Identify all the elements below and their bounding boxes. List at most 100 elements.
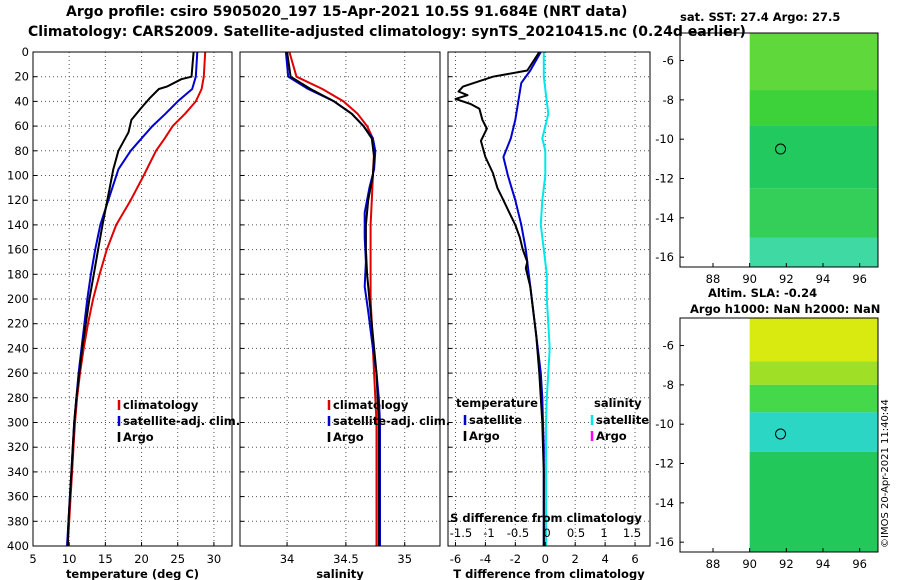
x-tick-label: 0 [542,552,549,566]
y-tick-label: 340 [7,465,29,479]
x-tick-label: 94 [816,272,831,286]
sla-map-subtitle: Argo h1000: NaN h2000: NaN [690,302,881,316]
heatmap-band [749,33,878,91]
figure-title-line1: Argo profile: csiro 5905020_197 15-Apr-2… [66,4,628,20]
y-tick-label: -12 [655,457,674,471]
x-tick-label: 34 [280,552,295,566]
legend-temp-argo-label: Argo [469,429,500,443]
series-line-temperature-satellite [502,51,545,546]
secondary-x-tick-label: 1 [600,526,607,540]
legend-argo-label: Argo [333,430,364,444]
series-line-salinity-satellite [539,52,551,546]
series-line-climatology [288,51,378,546]
series-line-temperature-argo [454,51,545,546]
x-tick-label: 20 [134,552,149,566]
x-tick-label: 88 [706,557,721,571]
x-tick-label: 92 [779,557,794,571]
secondary-x-tick-label: -0.5 [507,526,529,540]
y-tick-label: 200 [7,292,29,306]
y-tick-label: 20 [14,70,29,84]
y-tick-label: -16 [655,250,674,264]
y-tick-label: -8 [663,378,674,392]
difference-panel: -6 -4 -2 0 2 4 6T difference from climatology S… [447,51,651,580]
series-line-argo [286,51,380,546]
x-axis-label: T difference from climatology [453,567,645,580]
x-tick-label: 6 [631,552,638,566]
series-line-argo [66,51,195,547]
y-tick-label: 220 [7,317,29,331]
y-tick-label: 280 [7,391,29,405]
y-tick-label: -10 [655,132,674,146]
legend-climatology-label: climatology [123,398,199,412]
heatmap-band [749,384,878,413]
secondary-x-axis-label: S difference from climatology [450,511,642,525]
x-axis-label: salinity [316,567,364,580]
series-line-climatology [66,51,207,547]
sst-map: 88 90 92 94 96 -6 -8 -10 -12 -14 -16 [655,32,879,286]
legend-temperature-title: temperature [456,396,538,410]
x-tick-label: 30 [207,552,222,566]
x-tick-label: 96 [852,272,867,286]
y-tick-label: 60 [14,119,29,133]
y-tick-label: -16 [655,535,674,549]
legend-sal-argo-label: Argo [596,429,627,443]
sla-map: 88 90 92 94 96 -6 -8 -10 -12 -14 -16 [655,317,879,571]
map-frame [679,317,879,553]
heatmap-band [749,237,878,267]
y-tick-label: 140 [7,218,29,232]
x-tick-label: 35 [397,552,412,566]
y-tick-label: 40 [14,94,29,108]
legend-argo-label: Argo [123,430,154,444]
y-tick-label: -14 [655,496,674,510]
x-tick-label: 25 [170,552,185,566]
secondary-x-tick-label: 0.5 [567,526,585,540]
heatmap-band [749,361,878,385]
y-tick-label: 300 [7,416,29,430]
heatmap-band [749,318,878,362]
y-tick-label: 360 [7,490,29,504]
secondary-x-tick-label: -1.5 [450,526,472,540]
x-tick-label: 5 [29,552,36,566]
sla-map-title: Altim. SLA: -0.24 [708,286,818,300]
y-tick-label: 100 [7,169,29,183]
legend-climatology-label: climatology [333,398,409,412]
map-frame [679,32,879,268]
y-tick-label: -10 [655,417,674,431]
x-tick-label: -2 [510,552,521,566]
sst-map-title: sat. SST: 27.4 Argo: 27.5 [680,10,841,24]
x-tick-label: 10 [62,552,77,566]
y-tick-label: 240 [7,341,29,355]
y-tick-label: 260 [7,366,29,380]
legend-sal-satellite-label: satellite [596,413,649,427]
x-tick-label: 88 [706,272,721,286]
legend-salinity-title: salinity [594,396,642,410]
x-tick-label: 90 [742,557,757,571]
y-tick-label: 320 [7,440,29,454]
x-tick-label: -6 [450,552,461,566]
secondary-x-tick-label: -1 [483,526,494,540]
x-tick-label: 4 [601,552,608,566]
legend-satellite-label: satellite-adj. clim. [333,414,450,428]
y-tick-label: 380 [7,514,29,528]
x-tick-label: 15 [98,552,113,566]
x-tick-label: 96 [852,557,867,571]
temperature-panel: 5 10 15 20 25 30 temperature (deg C) 0 20 40 60 80 1… [7,45,240,580]
salinity-panel: 34 34.5 35 salinity climatology satellite-adj… [239,51,450,580]
x-tick-label: 92 [779,272,794,286]
y-tick-label: -6 [663,54,674,68]
heatmap-band [749,451,878,552]
x-tick-label: 2 [572,552,579,566]
figure-title-line2: Climatology: CARS2009. Satellite-adjuste… [28,24,746,40]
y-tick-label: -8 [663,93,674,107]
x-tick-label: 90 [742,272,757,286]
x-tick-label: -4 [480,552,491,566]
legend-satellite-label: satellite-adj. clim. [123,414,240,428]
heatmap-band [749,125,878,189]
argo-position-marker [775,428,787,440]
legend-temp-satellite-label: satellite [469,413,522,427]
y-tick-label: 120 [7,193,29,207]
heatmap-band [749,188,878,238]
secondary-x-tick-label: 0 [543,526,550,540]
y-tick-label: -14 [655,211,674,225]
